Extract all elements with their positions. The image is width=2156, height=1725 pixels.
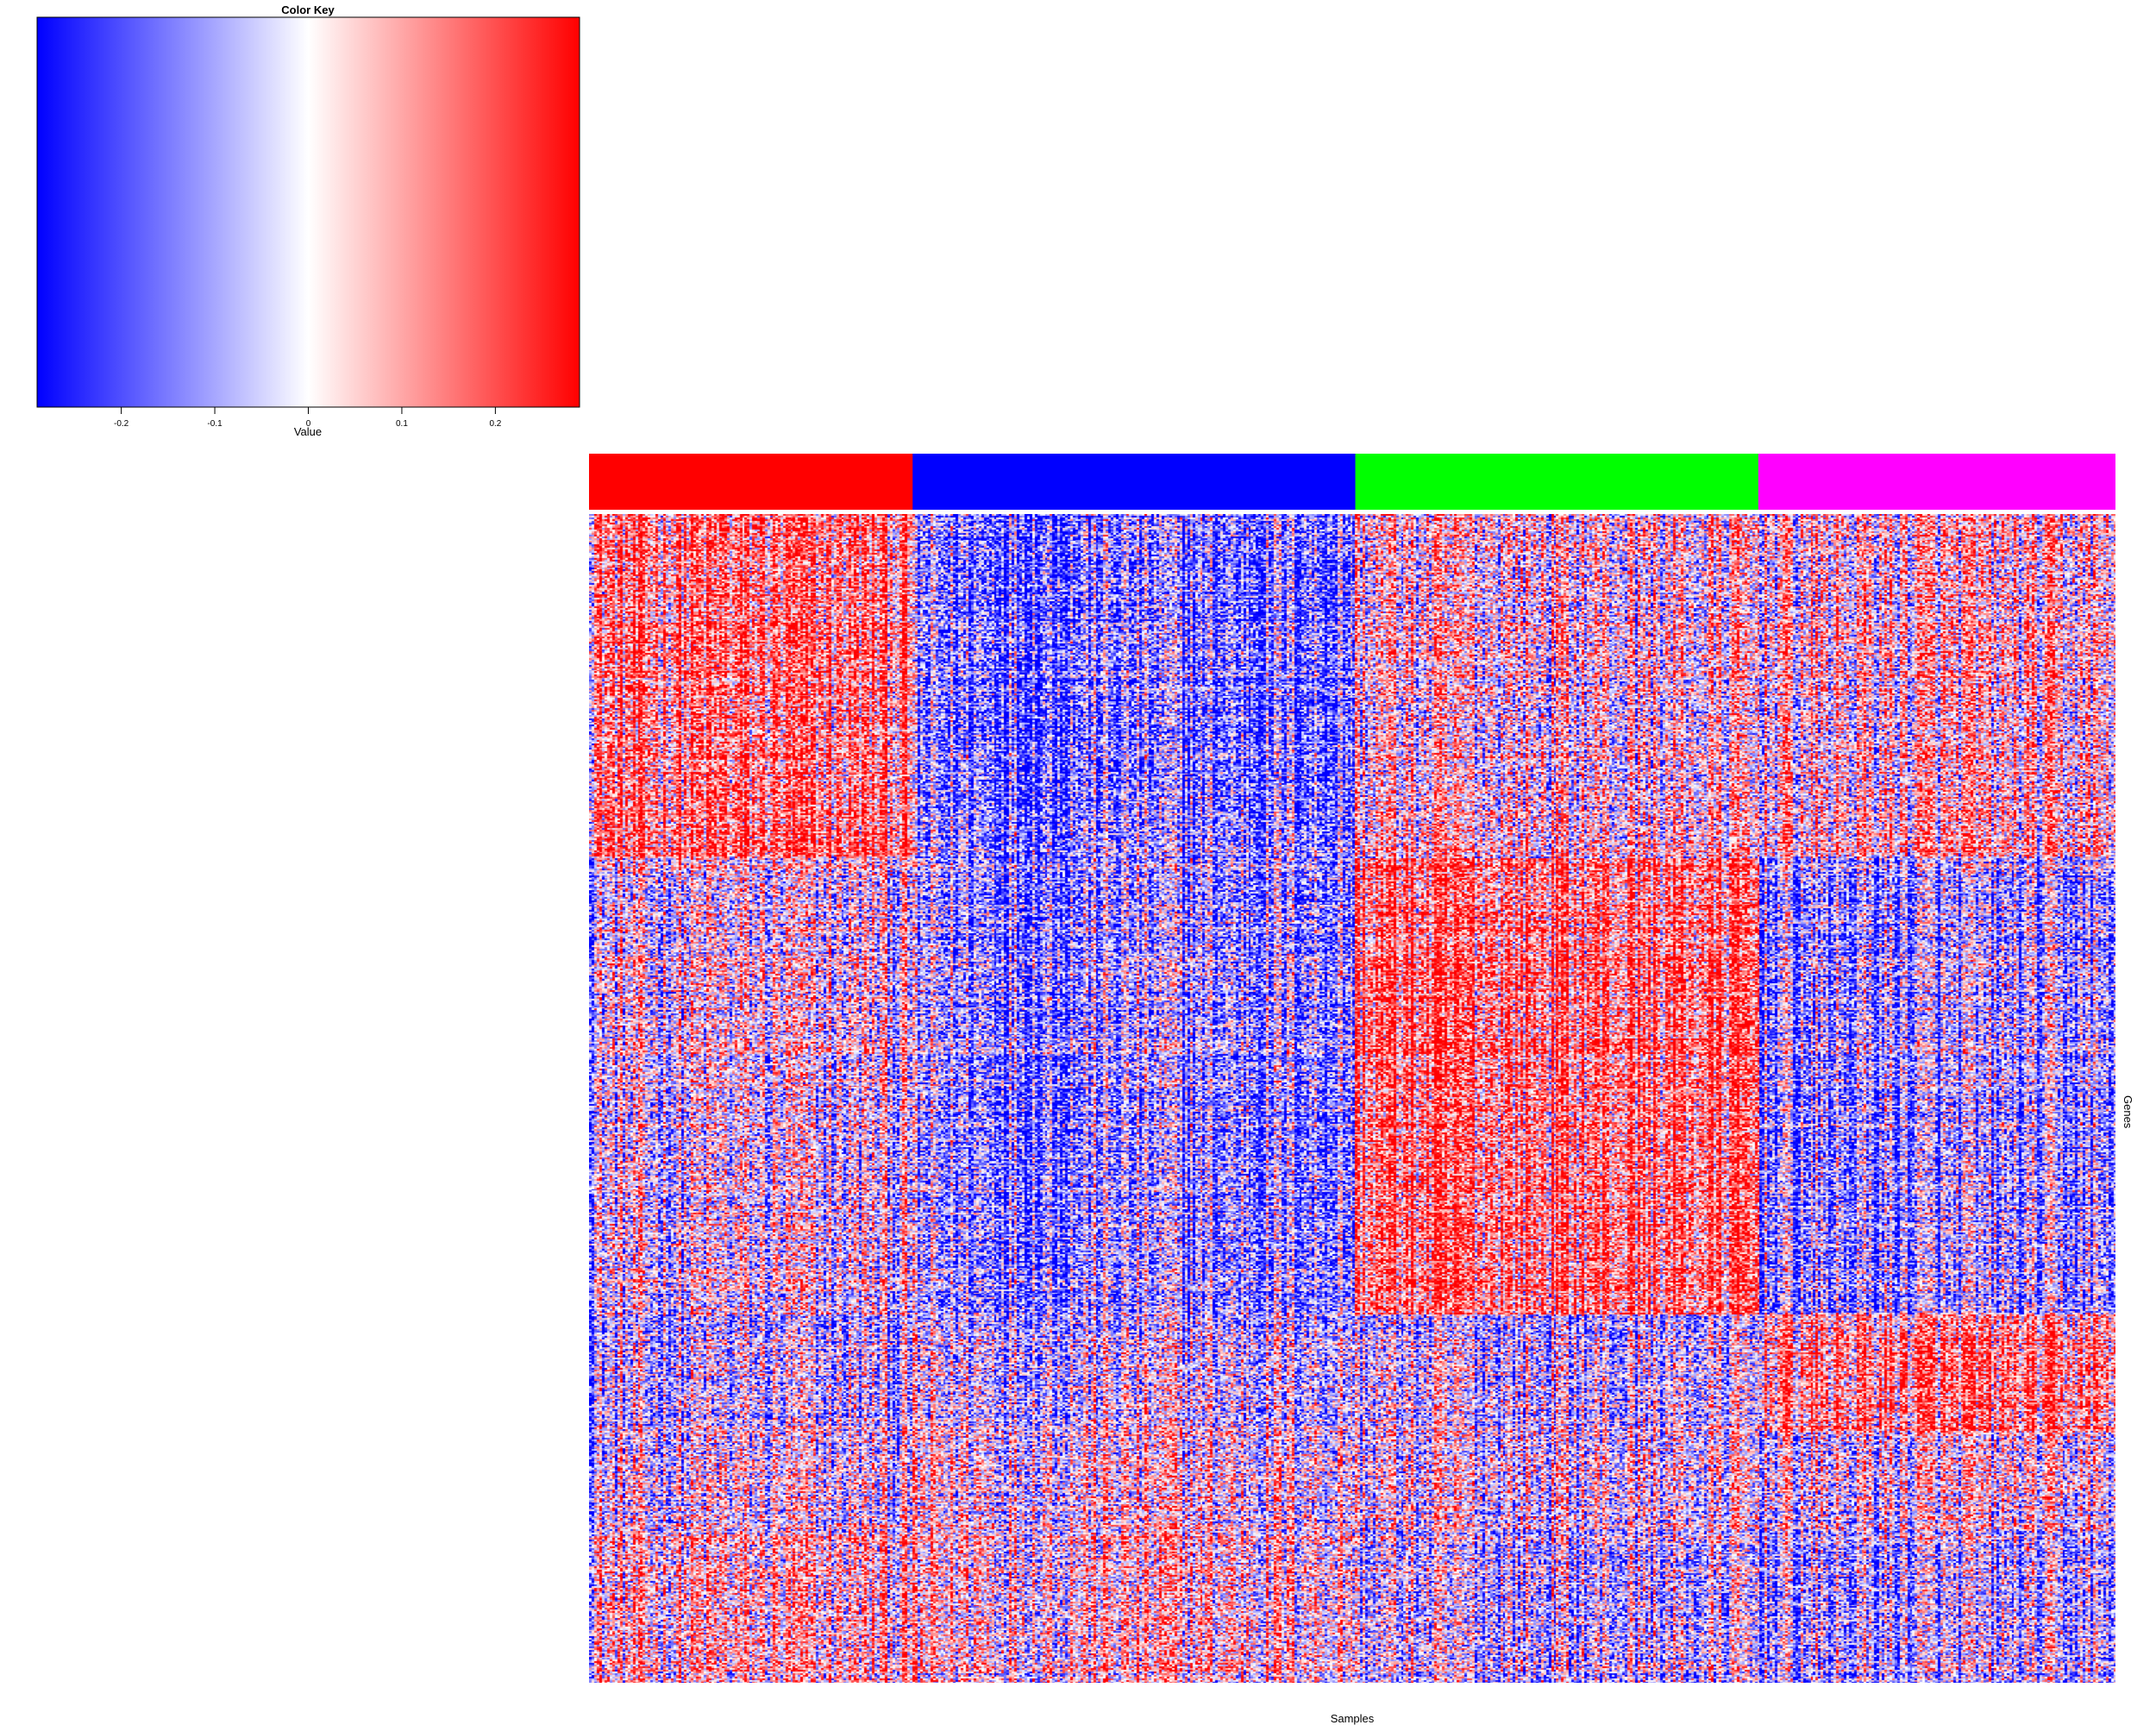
column-group-4: [1758, 454, 2115, 510]
color-key-tick-label: 0.1: [396, 419, 408, 429]
color-key-tick-label: -0.2: [114, 419, 129, 429]
color-key-title: Color Key: [281, 3, 335, 16]
color-key-ticks: -0.2 -0.1 0 0.1 0.2: [114, 407, 502, 429]
color-key-tick-label: -0.1: [207, 419, 222, 429]
color-key-xlabel: Value: [294, 425, 322, 438]
color-key-tick-label: 0.2: [489, 419, 501, 429]
column-group-1: [589, 454, 913, 510]
color-key: Color Key -0.2 -0.1 0 0.1 0.2 Value: [36, 3, 580, 438]
x-axis-label: Samples: [1330, 1712, 1375, 1725]
color-key-gradient: [36, 16, 580, 408]
column-group-2: [912, 454, 1357, 510]
column-group-bar: [589, 454, 2115, 510]
y-axis-label: Genes: [2122, 1095, 2134, 1129]
column-group-3: [1355, 454, 1759, 510]
color-key-tick-label: 0: [306, 419, 311, 429]
heatmap-matrix: [589, 514, 2115, 1683]
